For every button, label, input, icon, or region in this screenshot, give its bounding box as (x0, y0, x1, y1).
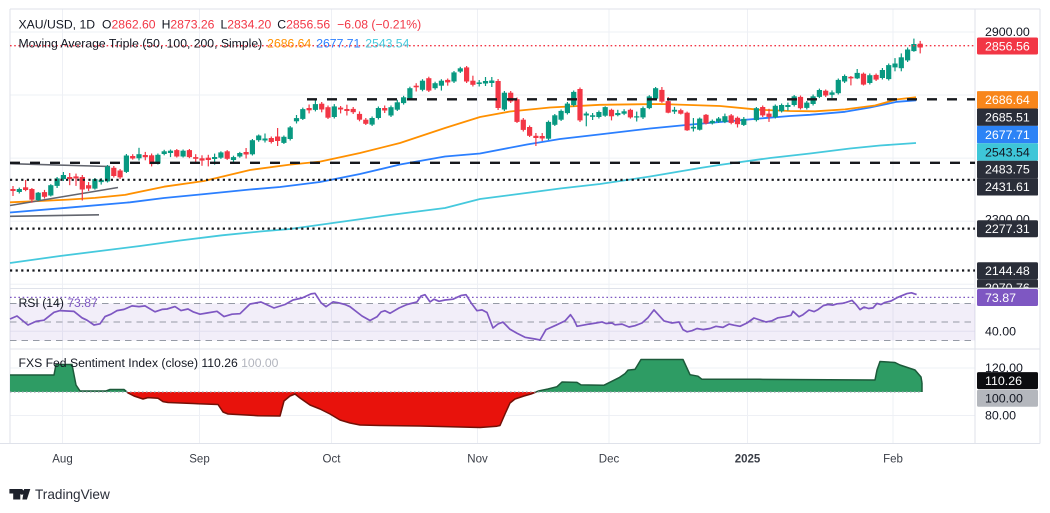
svg-text:2686.64: 2686.64 (985, 93, 1030, 107)
svg-text:40.00: 40.00 (985, 324, 1016, 338)
svg-text:2677.71: 2677.71 (985, 128, 1030, 142)
svg-text:RSI (14) 73.87: RSI (14) 73.87 (19, 296, 98, 310)
svg-text:Oct: Oct (323, 454, 342, 466)
svg-text:2070.76: 2070.76 (985, 281, 1030, 295)
svg-text:Nov: Nov (467, 454, 488, 466)
svg-text:2144.48: 2144.48 (985, 264, 1030, 278)
svg-text:Moving Average Triple (50, 100: Moving Average Triple (50, 100, 200, Sim… (19, 36, 410, 50)
svg-text:Feb: Feb (883, 454, 903, 466)
svg-text:2856.56: 2856.56 (985, 39, 1030, 53)
svg-text:2277.31: 2277.31 (985, 222, 1030, 236)
svg-text:100.00: 100.00 (985, 392, 1023, 406)
svg-text:73.87: 73.87 (985, 291, 1016, 305)
svg-text:2431.61: 2431.61 (985, 180, 1030, 194)
svg-text:TradingView: TradingView (35, 487, 110, 502)
svg-text:110.26: 110.26 (985, 374, 1022, 388)
svg-text:80.00: 80.00 (985, 409, 1016, 423)
svg-text:2483.75: 2483.75 (985, 163, 1030, 177)
svg-text:2685.51: 2685.51 (985, 111, 1030, 125)
svg-text:2543.54: 2543.54 (985, 145, 1030, 159)
svg-text:120.00: 120.00 (985, 361, 1023, 375)
svg-text:Sep: Sep (189, 454, 209, 466)
svg-text:Aug: Aug (52, 454, 72, 466)
svg-text:Dec: Dec (599, 454, 620, 466)
svg-text:FXS Fed Sentiment Index (close: FXS Fed Sentiment Index (close) 110.26 1… (19, 356, 279, 370)
svg-text:2900.00: 2900.00 (985, 25, 1030, 39)
svg-text:2025: 2025 (735, 454, 761, 466)
